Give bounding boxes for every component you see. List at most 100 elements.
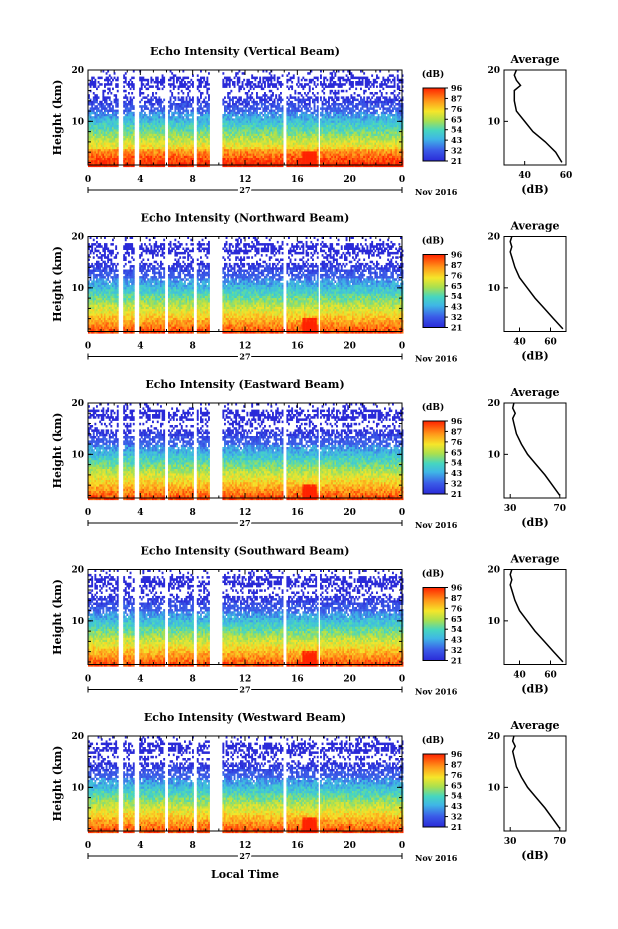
heatmap-cell <box>133 156 135 159</box>
heatmap-cell <box>173 77 175 80</box>
heatmap-cell <box>147 81 149 84</box>
heatmap-cell <box>176 81 178 84</box>
heatmap-cell <box>251 85 253 88</box>
heatmap-cell <box>245 112 247 115</box>
heatmap-cell <box>208 116 210 119</box>
heatmap-cell <box>170 96 172 99</box>
heatmap-cell <box>293 74 295 77</box>
heatmap-cell <box>133 138 135 141</box>
heatmap-cell <box>208 158 210 161</box>
heatmap-cell <box>238 79 240 82</box>
heatmap-cell <box>133 121 135 124</box>
heatmap-cell <box>192 140 194 143</box>
heatmap-cell <box>117 143 119 146</box>
heatmap-cell <box>186 96 188 99</box>
heatmap-cell <box>274 74 276 77</box>
heatmap-cell <box>142 77 144 80</box>
heatmap-cell <box>146 96 148 99</box>
heatmap-cell <box>162 83 164 86</box>
heatmap-cell <box>307 107 309 110</box>
heatmap-cell <box>128 92 130 95</box>
heatmap-cell <box>107 77 109 80</box>
heatmap-cell <box>282 105 284 108</box>
heatmap-cell <box>133 107 135 110</box>
heatmap-cell <box>152 85 154 88</box>
heatmap-cell <box>187 110 189 113</box>
heatmap-cell <box>163 132 165 135</box>
heatmap-cell <box>298 103 300 106</box>
heatmap-cell <box>288 107 290 110</box>
heatmap-cell <box>147 83 149 86</box>
heatmap-cell <box>298 79 300 82</box>
heatmap-cell <box>262 79 264 82</box>
heatmap-cell <box>208 132 210 135</box>
heatmap-cell <box>301 79 303 82</box>
heatmap-cell <box>125 72 127 75</box>
heatmap-cell <box>282 116 284 119</box>
heatmap-cell <box>264 83 266 86</box>
heatmap-cell <box>230 116 232 119</box>
heatmap-cell <box>117 99 119 102</box>
heatmap-cell <box>200 94 202 97</box>
heatmap-cell <box>259 77 261 80</box>
heatmap-cell <box>192 154 194 157</box>
heatmap-cell <box>282 114 284 117</box>
heatmap-cell <box>133 154 135 157</box>
heatmap-cell <box>270 79 272 82</box>
heatmap-cell <box>93 110 95 113</box>
heatmap-cell <box>150 96 152 99</box>
heatmap-cell <box>150 81 152 84</box>
heatmap-cell <box>261 112 263 115</box>
heatmap-cell <box>282 160 284 163</box>
heatmap-cell <box>117 149 119 152</box>
heatmap-cell <box>269 72 271 75</box>
heatmap-cell <box>130 88 132 91</box>
heatmap-cell <box>267 105 269 108</box>
heatmap-cell <box>192 149 194 152</box>
heatmap-cell <box>179 110 181 113</box>
heatmap-cell <box>301 103 303 106</box>
heatmap-cell <box>152 105 154 108</box>
heatmap-cell <box>304 101 306 104</box>
heatmap-cell <box>117 121 119 124</box>
heatmap-cell <box>275 96 277 99</box>
heatmap-cell <box>259 114 261 117</box>
heatmap-cell <box>171 72 173 75</box>
heatmap-cell <box>94 85 96 88</box>
heatmap-cell <box>182 79 184 82</box>
heatmap-cell <box>264 92 266 95</box>
heatmap-cell <box>133 125 135 128</box>
heatmap-cell <box>208 110 210 113</box>
heatmap-cell <box>96 112 98 115</box>
heatmap-cell <box>190 105 192 108</box>
heatmap-cell <box>102 94 104 97</box>
heatmap-cell <box>186 99 188 102</box>
heatmap-cell <box>278 103 280 106</box>
heatmap-cell <box>226 110 228 113</box>
heatmap-cell <box>229 107 231 110</box>
heatmap-cell <box>226 81 228 84</box>
heatmap-cell <box>208 123 210 126</box>
heatmap-cell <box>117 118 119 121</box>
heatmap-cell <box>147 94 149 97</box>
heatmap-cell <box>294 103 296 106</box>
heatmap-cell <box>291 101 293 104</box>
heatmap-cell <box>274 103 276 106</box>
heatmap-cell <box>112 79 114 82</box>
heatmap-cell <box>163 121 165 124</box>
heatmap-cell <box>237 105 239 108</box>
heatmap-cell <box>234 110 236 113</box>
heatmap-cell <box>264 96 266 99</box>
heatmap-cell <box>270 90 272 93</box>
heatmap-cell <box>112 105 114 108</box>
heatmap-cell <box>133 116 135 119</box>
heatmap-cell <box>282 110 284 113</box>
heatmap-cell <box>163 129 165 132</box>
heatmap-cell <box>192 110 194 113</box>
heatmap-cell <box>277 101 279 104</box>
heatmap-cell <box>93 77 95 80</box>
heatmap-cell <box>242 85 244 88</box>
heatmap-cell <box>163 79 165 82</box>
heatmap-cell <box>256 105 258 108</box>
heatmap-cell <box>101 101 103 104</box>
